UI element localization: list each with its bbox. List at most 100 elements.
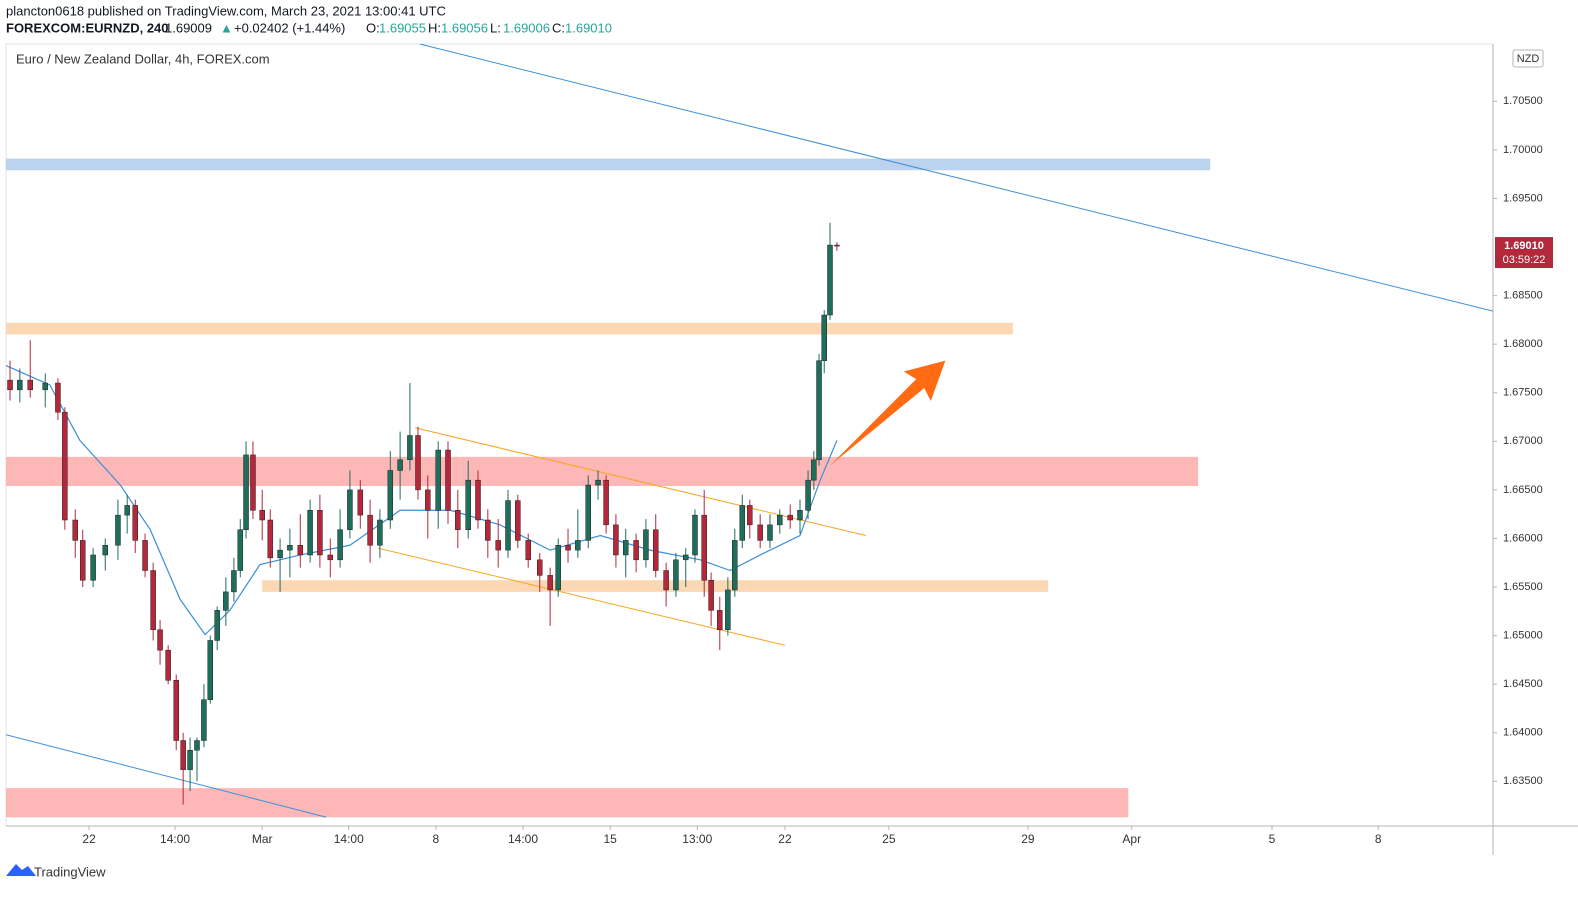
axes: 1.70500 1.70000 1.69500 1.68500 1.68000 1.675… bbox=[82, 95, 1553, 846]
candle-body bbox=[613, 524, 619, 556]
ohlc-value: 1.69056 bbox=[441, 20, 488, 35]
candle-body bbox=[747, 505, 753, 526]
candle-body bbox=[267, 519, 274, 559]
y-tick-label: 1.68000 bbox=[1503, 338, 1543, 350]
candle-body bbox=[827, 244, 833, 316]
logo: TradingView bbox=[34, 864, 106, 879]
ohlc-value: 1.69006 bbox=[503, 20, 550, 35]
x-tick-label: 13:00 bbox=[682, 832, 712, 846]
candle-body bbox=[237, 529, 244, 571]
x-tick-label: 25 bbox=[882, 832, 896, 846]
x-tick-label: 22 bbox=[778, 832, 792, 846]
candle-body bbox=[165, 649, 171, 681]
candle-body bbox=[180, 740, 186, 770]
candle-body bbox=[72, 519, 78, 541]
candle-body bbox=[505, 500, 511, 551]
ohlc: O: 1.69055 H: 1.69056 L: 1.69006 C: 1.69010 bbox=[366, 20, 612, 35]
publisher: plancton0618 published on TradingView.co… bbox=[6, 3, 446, 18]
ohlc-value: 1.69010 bbox=[565, 20, 612, 35]
candle-body bbox=[673, 559, 679, 591]
candle-body bbox=[250, 454, 256, 511]
x-tick-label: 22 bbox=[82, 832, 96, 846]
x-tick-label: 29 bbox=[1021, 832, 1035, 846]
candle-body bbox=[805, 479, 811, 511]
x-tick-label: 8 bbox=[1375, 832, 1382, 846]
x-tick-label: 15 bbox=[603, 832, 617, 846]
candle-body bbox=[307, 510, 313, 556]
candle-body bbox=[173, 680, 179, 741]
candle-body bbox=[435, 449, 441, 511]
zone bbox=[262, 580, 1049, 592]
logo-icon bbox=[6, 864, 36, 876]
candle-body bbox=[407, 435, 413, 461]
plot bbox=[6, 44, 1493, 818]
candle-body bbox=[115, 514, 121, 546]
candle-body bbox=[367, 514, 373, 546]
candle-body bbox=[42, 382, 48, 391]
candle-body bbox=[90, 554, 96, 581]
candle-body bbox=[465, 479, 471, 530]
candle-body bbox=[622, 540, 629, 556]
candle-body bbox=[495, 540, 501, 551]
candle-body bbox=[701, 514, 707, 581]
candle-body bbox=[787, 514, 793, 521]
chart-title: Euro / New Zealand Dollar, 4h, FOREX.com bbox=[16, 51, 270, 66]
candle-body bbox=[357, 489, 364, 516]
y-tick-label: 1.65500 bbox=[1503, 581, 1543, 593]
y-tick-label: 1.68500 bbox=[1503, 290, 1543, 302]
price-label: 1.69010 bbox=[1504, 240, 1544, 252]
candle-body bbox=[317, 510, 323, 556]
candle-body bbox=[157, 629, 163, 651]
candle-body bbox=[223, 591, 229, 611]
x-tick-label: Apr bbox=[1122, 832, 1141, 846]
candle-body bbox=[337, 529, 343, 561]
ohlc-label: C: bbox=[552, 20, 565, 35]
candle-body bbox=[767, 524, 773, 541]
symbol: FOREXCOM:EURNZD, 240 bbox=[6, 20, 169, 35]
candle-body bbox=[243, 454, 249, 530]
ohlc-label: H: bbox=[428, 20, 441, 35]
candle-body bbox=[62, 411, 68, 521]
candle-body bbox=[231, 570, 237, 593]
candle-body bbox=[603, 479, 609, 526]
ohlc-label: L: bbox=[490, 20, 501, 35]
trend-line bbox=[419, 44, 1493, 312]
candle-body bbox=[455, 510, 461, 530]
candle-body bbox=[27, 379, 33, 391]
x-tick-label: 14:00 bbox=[334, 832, 364, 846]
x-tick-label: 14:00 bbox=[160, 832, 190, 846]
candle-body bbox=[425, 489, 431, 511]
candle-body bbox=[55, 382, 61, 413]
x-tick-label: 5 bbox=[1269, 832, 1276, 846]
candle-body bbox=[547, 575, 553, 591]
y-tick-label: 1.66500 bbox=[1503, 484, 1543, 496]
candle-body bbox=[633, 540, 639, 561]
y-tick-label: 1.67000 bbox=[1503, 435, 1543, 447]
candle-body bbox=[485, 519, 491, 541]
candle-body bbox=[132, 505, 139, 541]
candle-body bbox=[187, 749, 193, 770]
change-icon: ▲ bbox=[220, 20, 233, 35]
arrow bbox=[829, 360, 946, 466]
candle-body bbox=[415, 435, 421, 491]
candle-body bbox=[797, 510, 803, 521]
x-tick-label: Mar bbox=[252, 832, 273, 846]
change: +0.02402 (+1.44%) bbox=[234, 20, 345, 35]
y-tick-label: 1.67500 bbox=[1503, 387, 1543, 399]
zone bbox=[6, 322, 1013, 335]
candle-body bbox=[201, 699, 207, 741]
candle-body bbox=[565, 545, 571, 551]
candle-body bbox=[643, 529, 649, 561]
candle-body bbox=[397, 459, 403, 471]
candle-body bbox=[757, 524, 763, 541]
candle-body bbox=[834, 244, 840, 247]
price-label-box bbox=[1495, 237, 1553, 269]
candle-body bbox=[663, 570, 669, 591]
candle-body bbox=[811, 459, 817, 481]
y-tick-label: 1.64000 bbox=[1503, 727, 1543, 739]
candle-body bbox=[377, 519, 383, 546]
candle-body bbox=[259, 510, 265, 521]
candle-body bbox=[475, 479, 481, 521]
currency: NZD bbox=[1517, 53, 1540, 65]
